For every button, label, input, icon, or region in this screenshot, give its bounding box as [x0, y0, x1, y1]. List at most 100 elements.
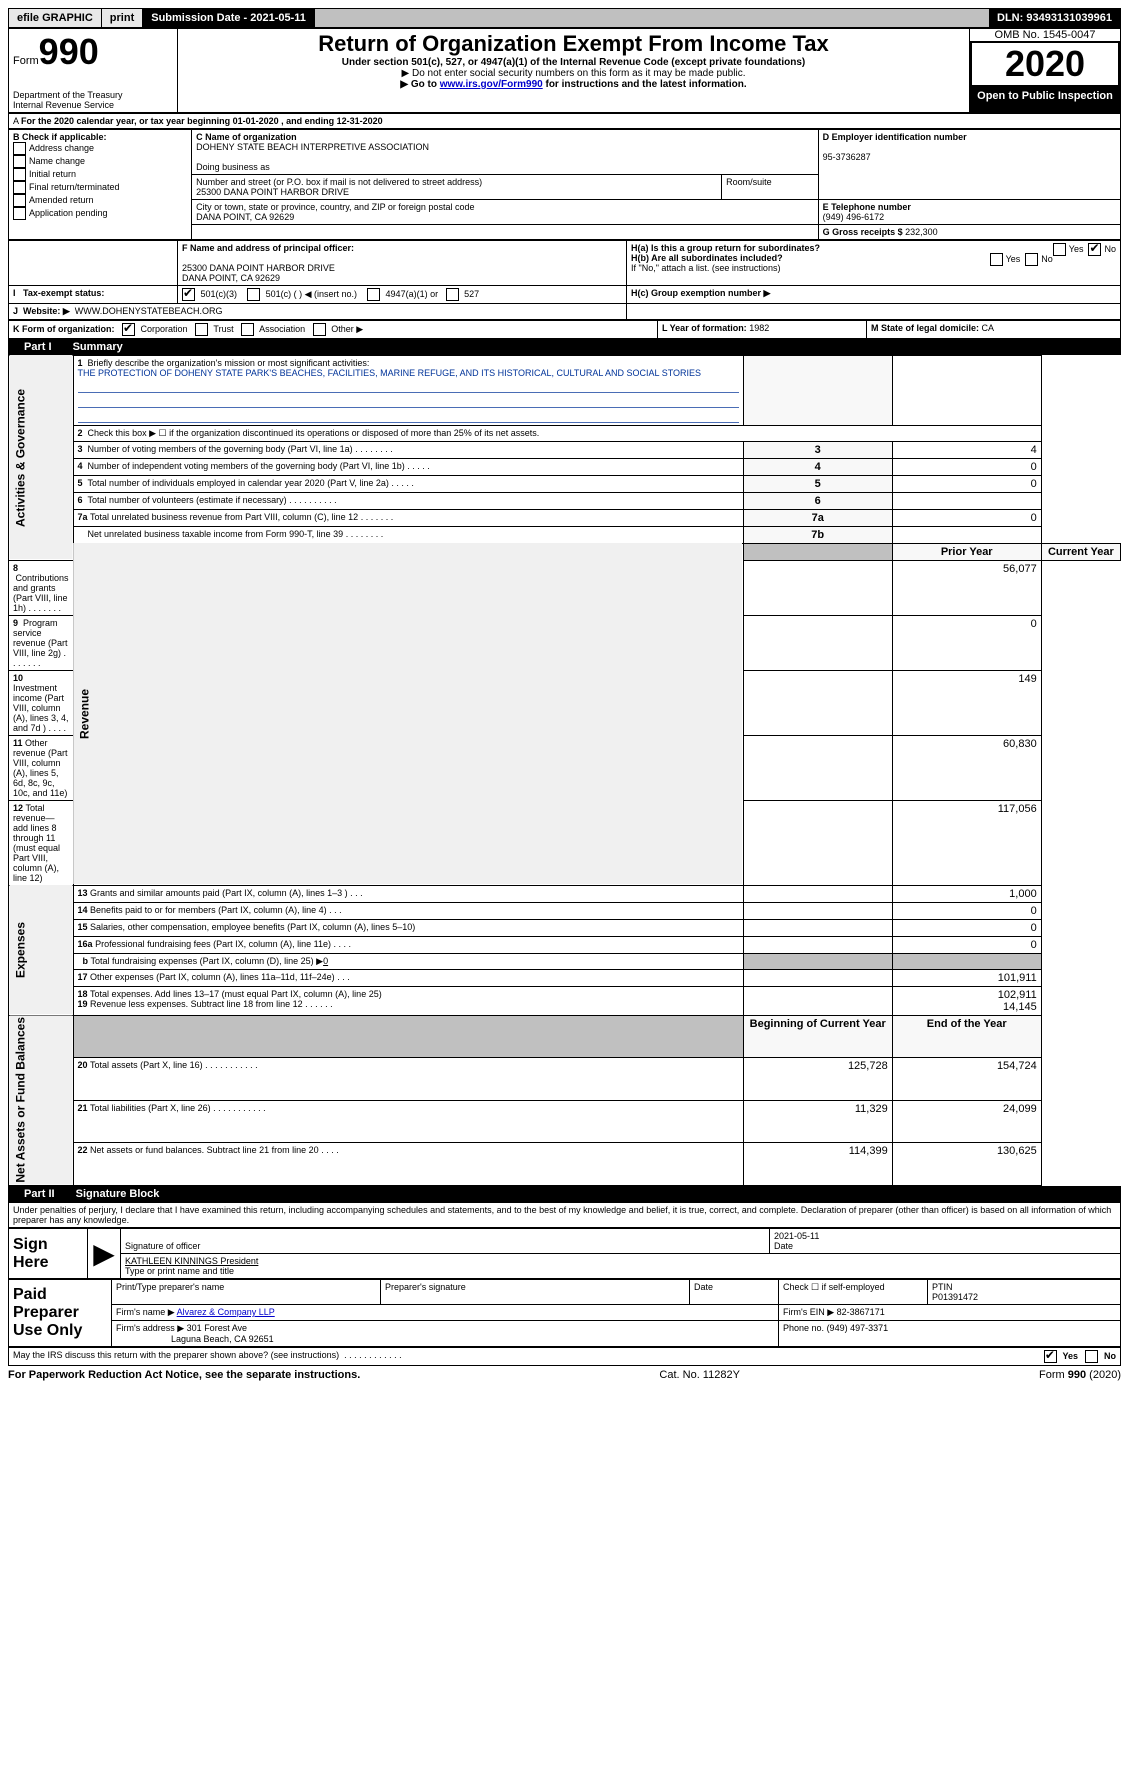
firm-addr-label: Firm's address ▶	[116, 1323, 184, 1333]
line13-label: Grants and similar amounts paid (Part IX…	[90, 888, 348, 898]
line7a-label: Total unrelated business revenue from Pa…	[90, 512, 358, 522]
print-btn[interactable]: print	[102, 9, 143, 27]
prior-year-head: Prior Year	[892, 543, 1041, 560]
amended-checkbox[interactable]	[13, 194, 26, 207]
dln: DLN: 93493131039961	[989, 9, 1120, 27]
line21-label: Total liabilities (Part X, line 26)	[90, 1103, 211, 1113]
final-return-checkbox[interactable]	[13, 181, 26, 194]
discuss-no-checkbox[interactable]	[1085, 1350, 1098, 1363]
line16a-label: Professional fundraising fees (Part IX, …	[95, 939, 331, 949]
irs-link[interactable]: www.irs.gov/Form990	[440, 79, 543, 90]
line14-current: 0	[892, 902, 1041, 919]
initial-return-checkbox[interactable]	[13, 168, 26, 181]
part1-label: Part I	[14, 339, 62, 355]
501c-label: 501(c) ( ) ◀ (insert no.)	[266, 288, 357, 298]
org-name: DOHENY STATE BEACH INTERPRETIVE ASSOCIAT…	[196, 142, 429, 152]
officer-label: F Name and address of principal officer:	[182, 243, 354, 253]
dba-label: Doing business as	[196, 162, 270, 172]
corp-checkbox[interactable]	[122, 323, 135, 336]
discuss-yes-checkbox[interactable]	[1044, 1350, 1057, 1363]
ptin-value: P01391472	[932, 1292, 978, 1302]
gross-label: G Gross receipts $	[823, 227, 903, 237]
officer-addr1: 25300 DANA POINT HARBOR DRIVE	[182, 263, 335, 273]
4947-checkbox[interactable]	[367, 288, 380, 301]
box-b-label: B Check if applicable:	[13, 132, 107, 142]
other-checkbox[interactable]	[313, 323, 326, 336]
form-ref: Form 990 (2020)	[1039, 1369, 1121, 1381]
line3-value: 4	[892, 441, 1041, 458]
sig-officer-label: Signature of officer	[125, 1241, 200, 1251]
line16b-value: 0	[323, 956, 328, 966]
gross-value: 232,300	[905, 227, 938, 237]
discuss-no-label: No	[1104, 1351, 1116, 1361]
501c-checkbox[interactable]	[247, 288, 260, 301]
sig-date: 2021-05-11	[774, 1231, 819, 1241]
box-b: B Check if applicable: Address change Na…	[9, 129, 192, 239]
assoc-checkbox[interactable]	[241, 323, 254, 336]
vert-revenue: Revenue	[73, 543, 743, 885]
instr-post: for instructions and the latest informat…	[543, 79, 747, 90]
part1-header: Part I Summary	[8, 339, 1121, 355]
line1-text: THE PROTECTION OF DOHENY STATE PARK'S BE…	[78, 368, 702, 378]
assoc-label: Association	[259, 323, 305, 333]
line15-current: 0	[892, 919, 1041, 936]
line19-current: 14,145	[1003, 1001, 1037, 1013]
efile-btn[interactable]: efile GRAPHIC	[9, 9, 102, 27]
final-return-label: Final return/terminated	[29, 181, 120, 191]
firm-addr2: Laguna Beach, CA 92651	[171, 1334, 274, 1344]
501c3-checkbox[interactable]	[182, 288, 195, 301]
hb-yes-checkbox[interactable]	[990, 253, 1003, 266]
addr-change-label: Address change	[29, 142, 94, 152]
line6-label: Total number of volunteers (estimate if …	[88, 495, 287, 505]
ha-no-checkbox[interactable]	[1088, 243, 1101, 256]
ein-value: 95-3736287	[823, 152, 871, 162]
trust-label: Trust	[213, 323, 233, 333]
part2-label: Part II	[14, 1186, 65, 1202]
form-number: 990	[39, 31, 99, 72]
current-year-head: Current Year	[1041, 543, 1120, 560]
phone-label: E Telephone number	[823, 202, 911, 212]
line22-end: 130,625	[892, 1143, 1041, 1186]
line18-current: 102,911	[998, 989, 1037, 1001]
4947-label: 4947(a)(1) or	[386, 288, 439, 298]
initial-return-label: Initial return	[29, 168, 76, 178]
line9-current: 0	[892, 615, 1041, 670]
trust-checkbox[interactable]	[195, 323, 208, 336]
firm-ein-value: 82-3867171	[837, 1307, 885, 1317]
form-word: Form	[13, 55, 39, 67]
line20-begin: 125,728	[743, 1058, 892, 1101]
instr-ssn: ▶ Do not enter social security numbers o…	[182, 68, 965, 79]
527-label: 527	[464, 288, 479, 298]
ptin-label: PTIN	[932, 1282, 953, 1292]
ha-yes-checkbox[interactable]	[1053, 243, 1066, 256]
end-year-head: End of the Year	[892, 1015, 1041, 1058]
ha-yes-label: Yes	[1069, 243, 1084, 253]
other-label: Other ▶	[331, 323, 363, 333]
name-change-checkbox[interactable]	[13, 155, 26, 168]
firm-name-link[interactable]: Alvarez & Company LLP	[177, 1307, 275, 1317]
phone-value: (949) 496-6172	[823, 212, 885, 222]
date-label: Date	[774, 1241, 793, 1251]
prep-name-label: Print/Type preparer's name	[112, 1280, 381, 1305]
amended-label: Amended return	[29, 194, 94, 204]
hb-no-label: No	[1041, 253, 1053, 263]
footer: For Paperwork Reduction Act Notice, see …	[8, 1366, 1121, 1381]
city-label: City or town, state or province, country…	[196, 202, 474, 212]
h-b-label: H(b) Are all subordinates included?	[631, 253, 783, 263]
line13-current: 1,000	[892, 885, 1041, 902]
line8-label: Contributions and grants (Part VIII, lin…	[13, 573, 69, 613]
top-bar: efile GRAPHIC print Submission Date - 20…	[8, 8, 1121, 28]
website-label: Website: ▶	[23, 306, 70, 316]
state-label: M State of legal domicile:	[871, 323, 979, 333]
527-checkbox[interactable]	[446, 288, 459, 301]
line1-label: Briefly describe the organization's miss…	[88, 358, 370, 368]
line12-label: Total revenue—add lines 8 through 11 (mu…	[13, 803, 60, 883]
addr-change-checkbox[interactable]	[13, 142, 26, 155]
form-org-label: K Form of organization:	[13, 323, 115, 333]
app-pending-checkbox[interactable]	[13, 207, 26, 220]
hb-no-checkbox[interactable]	[1025, 253, 1038, 266]
line7a-value: 0	[892, 509, 1041, 526]
vert-netassets: Net Assets or Fund Balances	[9, 1015, 74, 1186]
prep-sig-label: Preparer's signature	[381, 1280, 690, 1305]
prep-date-label: Date	[690, 1280, 779, 1305]
